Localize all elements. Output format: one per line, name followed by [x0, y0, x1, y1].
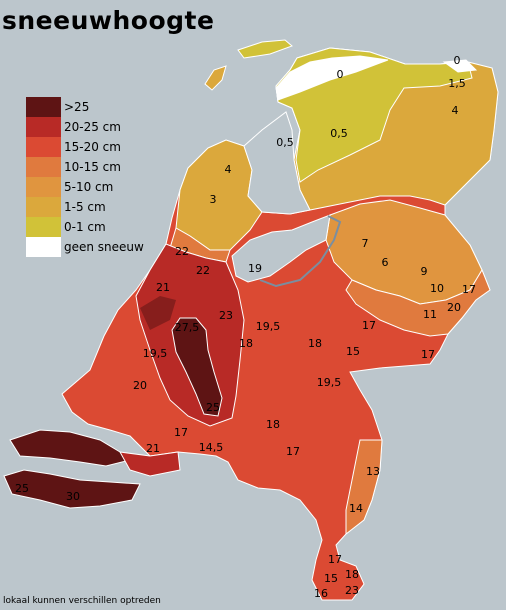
- legend-swatch: [26, 217, 61, 237]
- zone-east-10-15: [345, 268, 491, 337]
- legend-item: 0-1 cm: [26, 217, 148, 237]
- snow-depth-value: 0,5: [330, 127, 348, 140]
- snow-depth-value: 27,5: [175, 321, 200, 334]
- snow-depth-value: 18: [345, 568, 359, 581]
- snow-depth-value: 0: [454, 54, 461, 67]
- zone-no-snow: [275, 55, 389, 101]
- legend-label: >25: [64, 100, 90, 114]
- snow-depth-value: 0,5: [276, 136, 294, 149]
- legend-swatch: [26, 137, 61, 157]
- zone-nh-1-5: [175, 139, 263, 251]
- snow-depth-value: 18: [239, 337, 253, 350]
- snow-depth-value: 21: [146, 442, 160, 455]
- snow-depth-value: 17: [362, 319, 376, 332]
- snow-depth-value: 22: [196, 264, 210, 277]
- snow-depth-value: 20: [447, 301, 461, 314]
- map-title: sneeuwhoogte: [2, 6, 215, 35]
- ijsselmeer: [243, 111, 311, 215]
- snow-depth-value: 18: [266, 418, 280, 431]
- snow-depth-value: 17: [174, 426, 188, 439]
- legend-label: 5-10 cm: [64, 180, 114, 194]
- snow-depth-value: 23: [219, 309, 233, 322]
- snow-depth-value: 19,5: [143, 347, 168, 360]
- legend-item: 10-15 cm: [26, 157, 148, 177]
- snow-depth-value: 15: [346, 345, 360, 358]
- markermeer: [231, 214, 331, 283]
- legend-item: 15-20 cm: [26, 137, 148, 157]
- zone-se-10-15: [345, 439, 383, 536]
- snow-depth-value: 22: [175, 245, 189, 258]
- snow-depth-value: 0: [337, 68, 344, 81]
- snow-depth-value: 19,5: [317, 376, 342, 389]
- legend-label: 1-5 cm: [64, 200, 106, 214]
- legend-swatch: [26, 157, 61, 177]
- zone-ne-core: [140, 296, 176, 330]
- snow-depth-value: 14,5: [199, 441, 224, 454]
- snow-depth-value: 15: [324, 572, 338, 585]
- snow-depth-value: 1,5: [448, 77, 466, 90]
- legend-label: 15-20 cm: [64, 140, 121, 154]
- snow-depth-value: 25: [15, 482, 29, 495]
- snow-depth-value: 4: [225, 163, 232, 176]
- legend-swatch: [26, 117, 61, 137]
- snow-depth-value: 20: [133, 379, 147, 392]
- legend-item: 20-25 cm: [26, 117, 148, 137]
- legend-label: 20-25 cm: [64, 120, 121, 134]
- zone-center-25plus: [171, 317, 223, 417]
- flanders-strip: [119, 451, 181, 477]
- snow-depth-value: 11: [423, 308, 437, 321]
- legend: >25 20-25 cm 15-20 cm 10-15 cm 5-10 cm 1-5 cm…: [26, 97, 148, 257]
- snow-depth-value: 6: [382, 256, 389, 269]
- footnote: lokaal kunnen verschillen optreden: [3, 596, 161, 606]
- snow-depth-value: 4: [452, 104, 459, 117]
- zone-no-snow-ne: [442, 59, 478, 73]
- snow-depth-value: 30: [66, 490, 80, 503]
- snow-depth-value: 23: [345, 584, 359, 597]
- legend-swatch: [26, 177, 61, 197]
- snow-depth-value: 18: [308, 337, 322, 350]
- river: [259, 215, 342, 288]
- legend-item: 5-10 cm: [26, 177, 148, 197]
- legend-item: geen sneeuw: [26, 237, 148, 257]
- legend-swatch: [26, 237, 61, 257]
- legend-item: >25: [26, 97, 148, 117]
- snow-depth-value: 13: [366, 465, 380, 478]
- island-texel: [237, 39, 293, 59]
- snow-depth-value: 17: [328, 553, 342, 566]
- snow-depth-value: 14: [349, 502, 363, 515]
- snow-depth-value: 3: [210, 193, 217, 206]
- legend-label: 0-1 cm: [64, 220, 106, 234]
- legend-item: 1-5 cm: [26, 197, 148, 217]
- snow-depth-value: 19,5: [256, 320, 281, 333]
- legend-label: 10-15 cm: [64, 160, 121, 174]
- legend-swatch: [26, 97, 61, 117]
- snow-depth-value: 16: [314, 587, 328, 600]
- legend-swatch: [26, 197, 61, 217]
- snow-depth-value: 21: [156, 281, 170, 294]
- island-terschelling: [204, 65, 227, 91]
- snow-depth-value: 17: [421, 348, 435, 361]
- zeeland-south: [3, 469, 141, 509]
- snow-depth-value: 10: [430, 282, 444, 295]
- snow-depth-value: 19: [248, 262, 262, 275]
- legend-label: geen sneeuw: [64, 240, 144, 254]
- snow-depth-value: 7: [362, 237, 369, 250]
- snow-depth-value: 25: [206, 401, 220, 414]
- snow-depth-value: 17: [462, 283, 476, 296]
- snow-depth-value: 17: [286, 445, 300, 458]
- snow-depth-value: 9: [421, 265, 428, 278]
